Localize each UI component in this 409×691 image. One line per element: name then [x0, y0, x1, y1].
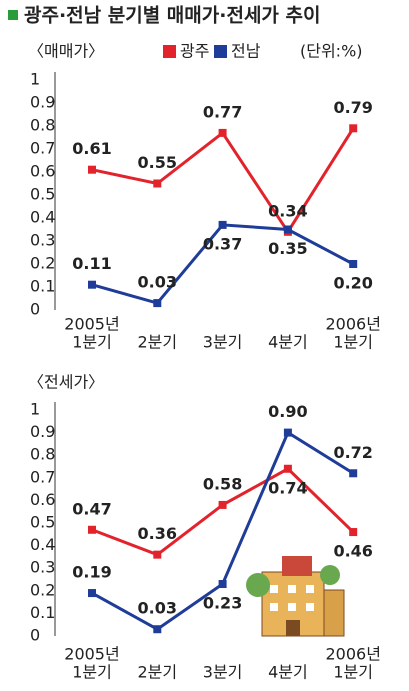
y-tick-label: 0.7	[30, 139, 55, 158]
y-tick-label: 0.7	[30, 467, 55, 486]
point	[283, 225, 292, 234]
chart-title: 광주·전남 분기별 매매가·전세가 추이	[24, 5, 320, 27]
value-label: 0.74	[268, 478, 307, 497]
y-tick-label: 0.5	[30, 185, 55, 204]
y-tick-label: 0.2	[30, 254, 55, 273]
series-line	[91, 127, 355, 235]
chart-subtitle: 〈전세가〉	[28, 373, 104, 392]
point	[218, 580, 227, 589]
x-tick-label: 2006년	[325, 645, 380, 664]
value-label: 0.23	[203, 594, 242, 613]
x-tick-label: 1분기	[333, 333, 373, 352]
y-tick-label: 0.5	[30, 513, 55, 532]
point	[153, 179, 162, 188]
x-tick-label: 2분기	[137, 663, 177, 682]
y-tick-label: 1	[30, 70, 40, 89]
point	[153, 550, 162, 559]
y-tick-label: 0.1	[30, 277, 55, 296]
point	[283, 464, 292, 473]
value-label: 0.03	[138, 599, 177, 618]
value-label: 0.77	[203, 102, 242, 121]
value-label: 0.19	[72, 563, 111, 582]
point	[349, 260, 358, 268]
y-tick-label: 1	[30, 400, 40, 419]
y-tick-label: 0.6	[30, 162, 55, 181]
x-tick-label: 3분기	[203, 333, 243, 352]
building-illustration	[246, 556, 345, 637]
y-tick-label: 0.3	[30, 558, 55, 577]
y-tick-label: 0.9	[30, 422, 55, 441]
x-tick-label: 3분기	[203, 663, 243, 682]
value-label: 0.55	[138, 153, 177, 172]
x-tick-label: 2분기	[137, 333, 177, 352]
value-label: 0.11	[72, 254, 111, 273]
point	[283, 428, 292, 437]
y-tick-label: 0.4	[30, 535, 55, 554]
legend-label: 광주	[180, 42, 209, 61]
point	[218, 128, 227, 137]
legend-swatch	[163, 45, 176, 58]
value-label: 0.58	[203, 474, 242, 493]
value-label: 0.47	[72, 499, 111, 518]
x-tick-label: 2005년	[64, 315, 119, 334]
value-label: 0.46	[333, 542, 372, 561]
x-tick-label: 2006년	[325, 315, 380, 334]
value-label: 0.34	[268, 201, 307, 220]
unit-note: (단위:%)	[300, 42, 363, 61]
value-label: 0.03	[138, 273, 177, 292]
point	[349, 469, 358, 478]
x-tick-label: 4분기	[268, 333, 308, 352]
x-tick-label: 1분기	[333, 663, 373, 682]
value-label: 0.37	[203, 234, 242, 253]
value-label: 0.20	[333, 274, 372, 293]
y-tick-label: 0.3	[30, 231, 55, 250]
value-label: 0.61	[72, 139, 111, 158]
x-tick-label: 4분기	[268, 663, 308, 682]
y-tick-label: 0.9	[30, 93, 55, 112]
point	[218, 220, 227, 229]
y-tick-label: 0.1	[30, 603, 55, 622]
point	[349, 528, 358, 537]
legend-swatch	[214, 45, 227, 58]
y-tick-label: 0.8	[30, 445, 55, 464]
title-icon	[8, 10, 18, 20]
point	[153, 625, 162, 634]
point	[218, 500, 227, 509]
point	[88, 280, 96, 289]
x-tick-label: 1분기	[72, 663, 112, 682]
value-label: 0.90	[268, 402, 307, 421]
value-label: 0.35	[268, 239, 307, 258]
value-label: 0.79	[333, 98, 372, 117]
point	[88, 165, 96, 174]
x-tick-label: 1분기	[72, 333, 112, 352]
point	[349, 124, 358, 133]
x-tick-label: 2005년	[64, 645, 119, 664]
value-label: 0.36	[138, 524, 177, 543]
y-tick-label: 0.4	[30, 208, 55, 227]
point	[88, 589, 96, 598]
y-tick-label: 0.2	[30, 580, 55, 599]
point	[153, 299, 162, 308]
legend-label: 전남	[231, 42, 261, 61]
y-tick-label: 0.8	[30, 116, 55, 135]
y-tick-label: 0	[30, 300, 40, 319]
y-tick-label: 0	[30, 626, 40, 645]
chart-subtitle: 〈매매가〉	[28, 42, 104, 61]
point	[88, 525, 96, 534]
value-label: 0.72	[333, 443, 372, 462]
y-tick-label: 0.6	[30, 490, 55, 509]
